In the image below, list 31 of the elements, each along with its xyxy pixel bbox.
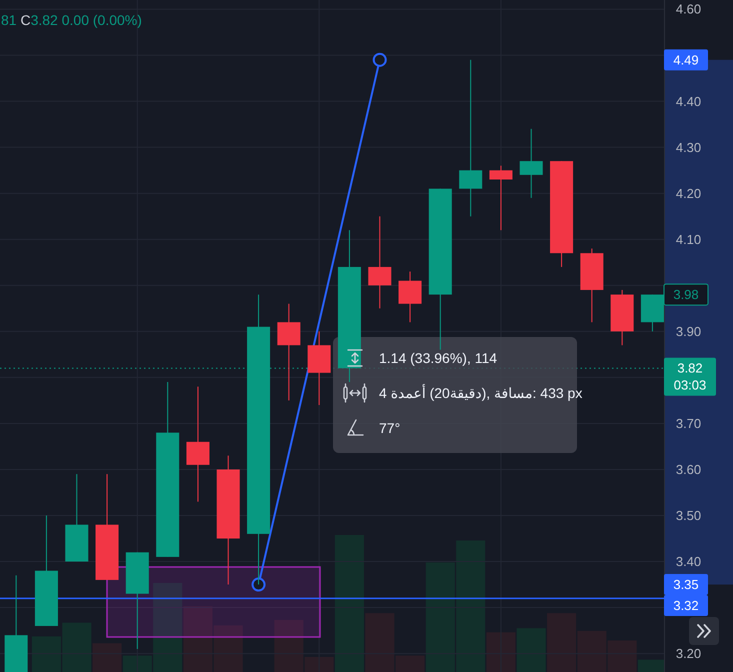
candlestick: [277, 303, 300, 401]
candlestick: [459, 59, 482, 217]
y-tick-label: 3.40: [676, 554, 702, 570]
y-tick-label: 3.50: [676, 508, 702, 524]
y-tick-label: 4.40: [676, 94, 702, 109]
annotation: 3.98: [673, 287, 699, 302]
bar: [516, 628, 546, 672]
y-tick-label: 3.60: [676, 462, 702, 477]
y-tick-label: 3.20: [676, 646, 702, 662]
ref-line-label: 3.82: [677, 360, 703, 376]
candlestick: [489, 165, 512, 231]
y-tick-label: 4.20: [676, 186, 702, 201]
candlestick: [398, 271, 422, 323]
y-tick-label: 4.60: [676, 2, 702, 17]
annotation: 77°: [379, 420, 400, 436]
bar: [334, 535, 364, 672]
bar: [486, 632, 516, 672]
y-tick-label: 3.90: [676, 324, 702, 339]
y-tick-label: 4.30: [676, 140, 702, 155]
text: 03:03: [674, 378, 706, 393]
bar: [92, 643, 122, 672]
y-tick-label: 3.70: [676, 416, 702, 431]
annotation: 1.14 (33.96%), 114: [379, 350, 498, 366]
annotation: 3.35: [673, 577, 699, 592]
y-tick-label: 4.10: [676, 232, 702, 247]
ref-line-label: 3.32: [673, 598, 699, 614]
candlestick: [368, 216, 392, 309]
annotation: 4.49: [673, 52, 699, 68]
text: 81 C3.82 0.00 (0.00%): [1, 12, 142, 28]
candlestick: [186, 386, 210, 502]
candlestick: [520, 128, 543, 198]
